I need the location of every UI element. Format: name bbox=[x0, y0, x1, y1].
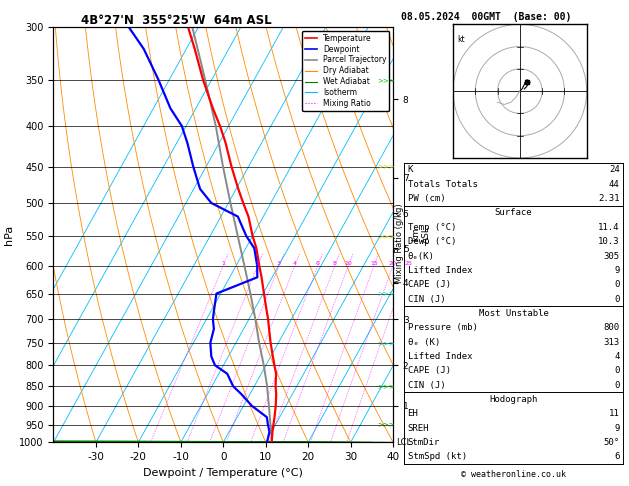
Text: 0: 0 bbox=[614, 295, 620, 304]
Text: 800: 800 bbox=[603, 323, 620, 332]
Text: 313: 313 bbox=[603, 337, 620, 347]
Text: 25: 25 bbox=[404, 261, 412, 266]
Text: 0: 0 bbox=[614, 280, 620, 289]
Text: 6: 6 bbox=[316, 261, 320, 266]
Text: 15: 15 bbox=[370, 261, 378, 266]
Text: SREH: SREH bbox=[408, 423, 429, 433]
Text: 1: 1 bbox=[221, 261, 225, 266]
Text: 3: 3 bbox=[277, 261, 281, 266]
Text: 10: 10 bbox=[345, 261, 352, 266]
Text: Temp (°C): Temp (°C) bbox=[408, 223, 456, 232]
Y-axis label: hPa: hPa bbox=[4, 225, 14, 244]
Text: 50°: 50° bbox=[603, 438, 620, 447]
Text: Most Unstable: Most Unstable bbox=[479, 309, 548, 318]
Text: 0: 0 bbox=[614, 381, 620, 390]
Text: >>>: >>> bbox=[377, 77, 394, 83]
Text: 24: 24 bbox=[609, 165, 620, 174]
Text: θₑ (K): θₑ (K) bbox=[408, 337, 440, 347]
Text: >>>: >>> bbox=[377, 383, 394, 389]
Text: Totals Totals: Totals Totals bbox=[408, 180, 477, 189]
Text: 9: 9 bbox=[614, 423, 620, 433]
Text: Mixing Ratio (g/kg): Mixing Ratio (g/kg) bbox=[395, 203, 404, 283]
Text: StmDir: StmDir bbox=[408, 438, 440, 447]
Text: >>>: >>> bbox=[377, 233, 394, 239]
Text: >>>: >>> bbox=[377, 421, 394, 428]
Text: θₑ(K): θₑ(K) bbox=[408, 251, 435, 260]
Text: Lifted Index: Lifted Index bbox=[408, 352, 472, 361]
Text: © weatheronline.co.uk: © weatheronline.co.uk bbox=[461, 469, 566, 479]
Text: 08.05.2024  00GMT  (Base: 00): 08.05.2024 00GMT (Base: 00) bbox=[401, 12, 572, 22]
Text: 10.3: 10.3 bbox=[598, 237, 620, 246]
Text: 0: 0 bbox=[614, 366, 620, 375]
Text: PW (cm): PW (cm) bbox=[408, 194, 445, 203]
Text: >>>: >>> bbox=[377, 164, 394, 170]
Text: 2: 2 bbox=[255, 261, 260, 266]
Text: CIN (J): CIN (J) bbox=[408, 295, 445, 304]
Text: Pressure (mb): Pressure (mb) bbox=[408, 323, 477, 332]
Text: K: K bbox=[408, 165, 413, 174]
Text: 11: 11 bbox=[609, 409, 620, 418]
Text: CIN (J): CIN (J) bbox=[408, 381, 445, 390]
Text: StmSpd (kt): StmSpd (kt) bbox=[408, 452, 467, 461]
Text: 4B°27'N  355°25'W  64m ASL: 4B°27'N 355°25'W 64m ASL bbox=[81, 14, 271, 27]
Text: 4: 4 bbox=[614, 352, 620, 361]
Legend: Temperature, Dewpoint, Parcel Trajectory, Dry Adiabat, Wet Adiabat, Isotherm, Mi: Temperature, Dewpoint, Parcel Trajectory… bbox=[302, 31, 389, 111]
Text: Lifted Index: Lifted Index bbox=[408, 266, 472, 275]
Text: EH: EH bbox=[408, 409, 418, 418]
Text: 6: 6 bbox=[614, 452, 620, 461]
Text: Dewp (°C): Dewp (°C) bbox=[408, 237, 456, 246]
Text: 11.4: 11.4 bbox=[598, 223, 620, 232]
Text: Surface: Surface bbox=[495, 208, 532, 218]
Text: 44: 44 bbox=[609, 180, 620, 189]
Text: 9: 9 bbox=[614, 266, 620, 275]
Text: CAPE (J): CAPE (J) bbox=[408, 280, 450, 289]
Text: >>>: >>> bbox=[377, 340, 394, 346]
Text: Hodograph: Hodograph bbox=[489, 395, 538, 404]
X-axis label: Dewpoint / Temperature (°C): Dewpoint / Temperature (°C) bbox=[143, 468, 303, 478]
Text: CAPE (J): CAPE (J) bbox=[408, 366, 450, 375]
Text: LCL: LCL bbox=[396, 438, 411, 447]
Text: >>>: >>> bbox=[377, 291, 394, 296]
Text: 8: 8 bbox=[333, 261, 337, 266]
Text: 20: 20 bbox=[389, 261, 397, 266]
Text: kt: kt bbox=[457, 35, 465, 44]
Text: 2.31: 2.31 bbox=[598, 194, 620, 203]
Text: 4: 4 bbox=[292, 261, 297, 266]
Text: 305: 305 bbox=[603, 251, 620, 260]
Y-axis label: km
ASL: km ASL bbox=[411, 226, 431, 243]
